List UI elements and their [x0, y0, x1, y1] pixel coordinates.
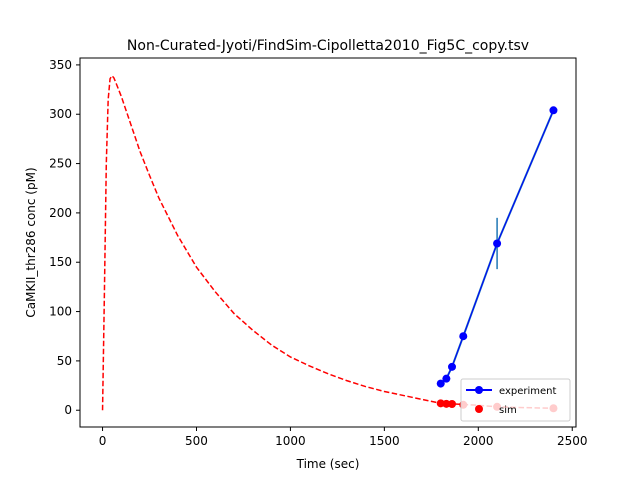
x-tick-label: 1000	[275, 434, 306, 448]
x-tick-label: 0	[99, 434, 107, 448]
y-tick-label: 50	[57, 354, 72, 368]
y-axis-label: CaMKII_thr286 conc (pM)	[24, 167, 38, 317]
legend-experiment-label: experiment	[499, 386, 557, 397]
y-tick-label: 300	[49, 107, 72, 121]
y-tick-label: 250	[49, 157, 72, 171]
legend-sim-label: sim	[499, 405, 517, 416]
experiment-point	[436, 379, 445, 388]
axes-frame	[79, 57, 577, 428]
sim-point	[448, 400, 456, 409]
x-axis-label: Time (sec)	[296, 457, 360, 471]
experiment-point	[493, 239, 502, 248]
y-tick-label: 100	[49, 305, 72, 319]
legend-sim-marker	[475, 405, 483, 413]
y-tick-label: 150	[49, 255, 72, 269]
chart-title: Non-Curated-Jyoti/FindSim-Cipolletta2010…	[127, 38, 529, 54]
y-tick-label: 200	[49, 206, 72, 220]
y-tick-label: 350	[49, 58, 72, 72]
legend-experiment-marker	[475, 386, 483, 394]
experiment-point	[442, 374, 451, 383]
x-tick-label: 2000	[463, 434, 494, 448]
x-tick-label: 500	[185, 434, 208, 448]
x-tick-label: 1500	[369, 434, 400, 448]
experiment-point	[549, 106, 558, 115]
sim-point	[442, 399, 451, 408]
legend: experiment sim	[460, 378, 571, 422]
axis-ticks: 0 500 1000 1500 2000 2500 0 50 100 150 200 250 300 35…	[49, 58, 587, 448]
y-tick-label: 0	[64, 403, 72, 417]
x-tick-label: 2500	[557, 434, 588, 448]
experiment-point	[459, 332, 468, 341]
experiment-point	[448, 362, 456, 371]
